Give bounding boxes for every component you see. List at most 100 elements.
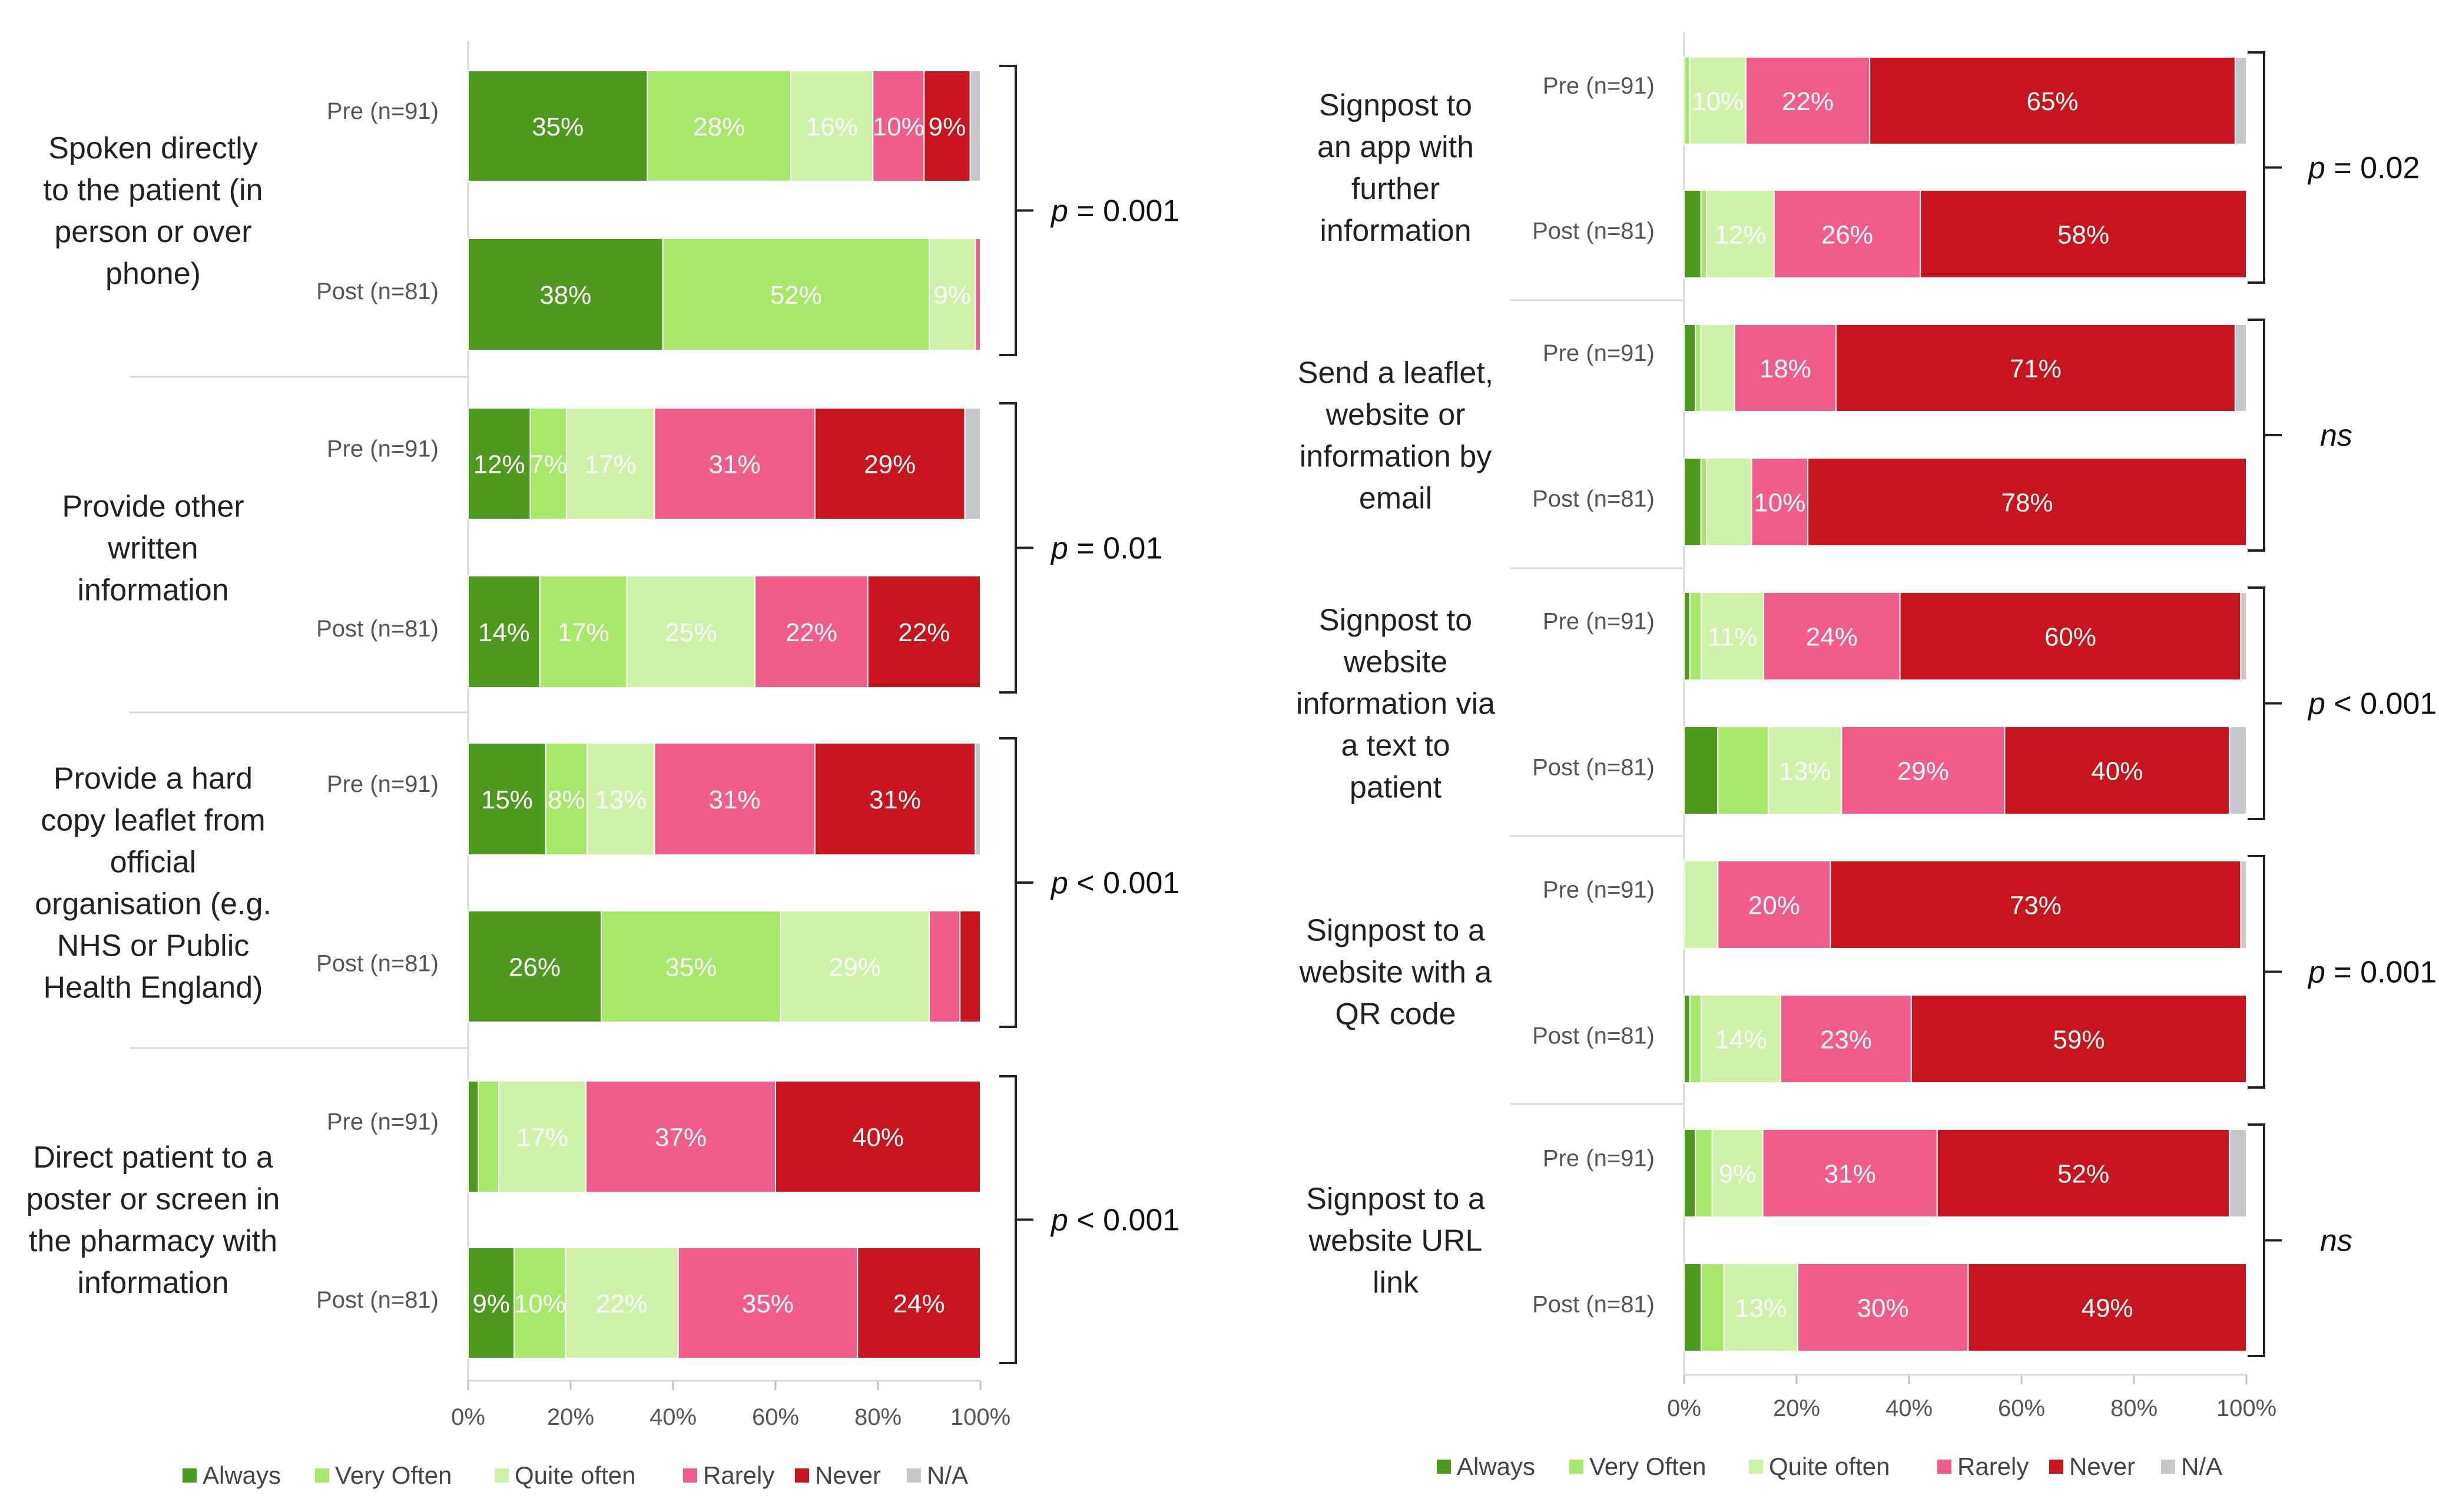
bar-segment xyxy=(539,575,628,688)
row-label: Post (n=81) xyxy=(1532,218,1655,244)
category-label: patient xyxy=(1350,771,1442,805)
bar-value-label: 35% xyxy=(742,1289,794,1318)
bar-segment xyxy=(1706,457,1752,546)
bar-value-label: 31% xyxy=(709,450,761,479)
bar-value-label: 8% xyxy=(548,785,585,814)
bar-segment xyxy=(964,407,981,520)
row-label: Post (n=81) xyxy=(316,951,439,977)
x-tick-label: 60% xyxy=(1998,1395,2045,1421)
bar-value-label: 24% xyxy=(893,1289,945,1318)
x-tick-label: 20% xyxy=(547,1404,594,1430)
row-label: Pre (n=91) xyxy=(1543,1146,1655,1172)
bar-value-label: 13% xyxy=(595,785,647,814)
bar-value-label: 78% xyxy=(2001,489,2053,518)
x-tick-label: 40% xyxy=(1885,1395,1933,1421)
bar-value-label: 9% xyxy=(472,1289,510,1318)
bar-value-label: 26% xyxy=(1821,221,1873,250)
legend-swatch xyxy=(183,1468,197,1483)
bar-segment xyxy=(814,742,976,856)
bar-segment xyxy=(1920,190,2248,278)
x-tick-label: 100% xyxy=(950,1404,1010,1430)
bar-segment xyxy=(2240,860,2247,949)
x-tick-label: 0% xyxy=(451,1404,485,1430)
bar-segment xyxy=(1734,324,1837,412)
bar-segment xyxy=(1684,726,1719,815)
bar-segment xyxy=(1684,1129,1696,1218)
bar-segment xyxy=(1700,994,1781,1083)
bar-value-label: 49% xyxy=(2082,1294,2133,1323)
row-label: Post (n=81) xyxy=(1532,1292,1655,1318)
bar-value-label: 71% xyxy=(2010,354,2062,383)
p-value-label: ns xyxy=(2320,419,2352,453)
bar-segment xyxy=(468,910,602,1023)
x-tick-label: 40% xyxy=(649,1404,697,1430)
bar-value-label: 26% xyxy=(509,953,561,982)
x-tick-label: 80% xyxy=(2110,1395,2158,1421)
category-label: QR code xyxy=(1335,997,1456,1032)
bar-segment xyxy=(2240,592,2247,681)
bar-value-label: 22% xyxy=(898,618,950,647)
bar-segment xyxy=(468,70,648,182)
category-label: copy leaflet from xyxy=(41,804,266,838)
bar-value-label: 58% xyxy=(2057,221,2109,250)
category-label: an app with xyxy=(1317,130,1474,164)
bar-segment xyxy=(857,1247,981,1359)
bar-segment xyxy=(1684,994,1691,1083)
category-label: Provide other xyxy=(62,490,244,524)
bar-value-label: 17% xyxy=(516,1123,568,1152)
bar-value-label: 73% xyxy=(2010,891,2062,920)
bar-segment xyxy=(2004,726,2231,815)
significance-bracket xyxy=(2248,51,2265,284)
bar-value-label: 30% xyxy=(1857,1294,1909,1323)
bar-value-label: 59% xyxy=(2053,1026,2105,1055)
bar-segment xyxy=(647,70,792,182)
bar-value-label: 22% xyxy=(596,1289,648,1318)
bar-segment xyxy=(1700,324,1735,412)
bar-segment xyxy=(601,910,781,1023)
bar-segment xyxy=(1706,190,1775,278)
category-label: to the patient (in xyxy=(44,173,263,207)
category-label: information by xyxy=(1300,440,1492,474)
bar-segment xyxy=(2234,324,2247,412)
p-value-label: p < 0.001 xyxy=(2307,687,2437,721)
bar-value-label: 40% xyxy=(2091,757,2143,786)
category-label: Signpost to a xyxy=(1306,1182,1485,1216)
p-value-label: p < 0.001 xyxy=(1050,1203,1179,1238)
legend-swatch xyxy=(1437,1460,1451,1474)
bar-value-label: 15% xyxy=(481,785,533,814)
category-label: information via xyxy=(1296,687,1495,721)
bar-segment xyxy=(814,407,966,520)
row-label: Post (n=81) xyxy=(316,616,439,642)
bar-value-label: 25% xyxy=(665,618,717,647)
bar-value-label: 31% xyxy=(1824,1160,1876,1189)
row-label: Post (n=81) xyxy=(1532,486,1655,512)
category-label: Signpost to a xyxy=(1306,914,1485,948)
significance-bracket xyxy=(2248,586,2265,820)
bar-segment xyxy=(1723,1263,1798,1352)
category-label: Signpost to xyxy=(1319,604,1472,638)
bar-segment xyxy=(1684,57,1691,145)
bar-segment xyxy=(780,910,930,1023)
category-label: Send a leaflet, xyxy=(1298,356,1493,390)
bar-segment xyxy=(790,70,874,182)
legend-entry: Never xyxy=(815,1461,881,1489)
row-label: Pre (n=91) xyxy=(327,771,439,797)
category-label: information xyxy=(77,1266,228,1300)
bar-segment xyxy=(1684,457,1702,546)
bar-segment xyxy=(1910,994,2248,1083)
bar-segment xyxy=(1768,726,1842,815)
bar-segment xyxy=(585,1080,776,1193)
row-label: Post (n=81) xyxy=(1532,1023,1655,1049)
bar-segment xyxy=(1835,324,2236,412)
bar-segment xyxy=(975,742,982,856)
bar-segment xyxy=(1745,57,1871,145)
legend-swatch xyxy=(1749,1460,1763,1474)
legend-swatch xyxy=(795,1468,809,1483)
bar-value-label: 13% xyxy=(1779,757,1831,786)
bar-value-label: 38% xyxy=(539,281,591,310)
bar-segment xyxy=(1684,1263,1702,1352)
bar-segment xyxy=(1684,190,1702,278)
row-label: Post (n=81) xyxy=(1532,755,1655,781)
bar-segment xyxy=(1773,190,1921,278)
category-label: organisation (e.g. xyxy=(35,887,271,921)
